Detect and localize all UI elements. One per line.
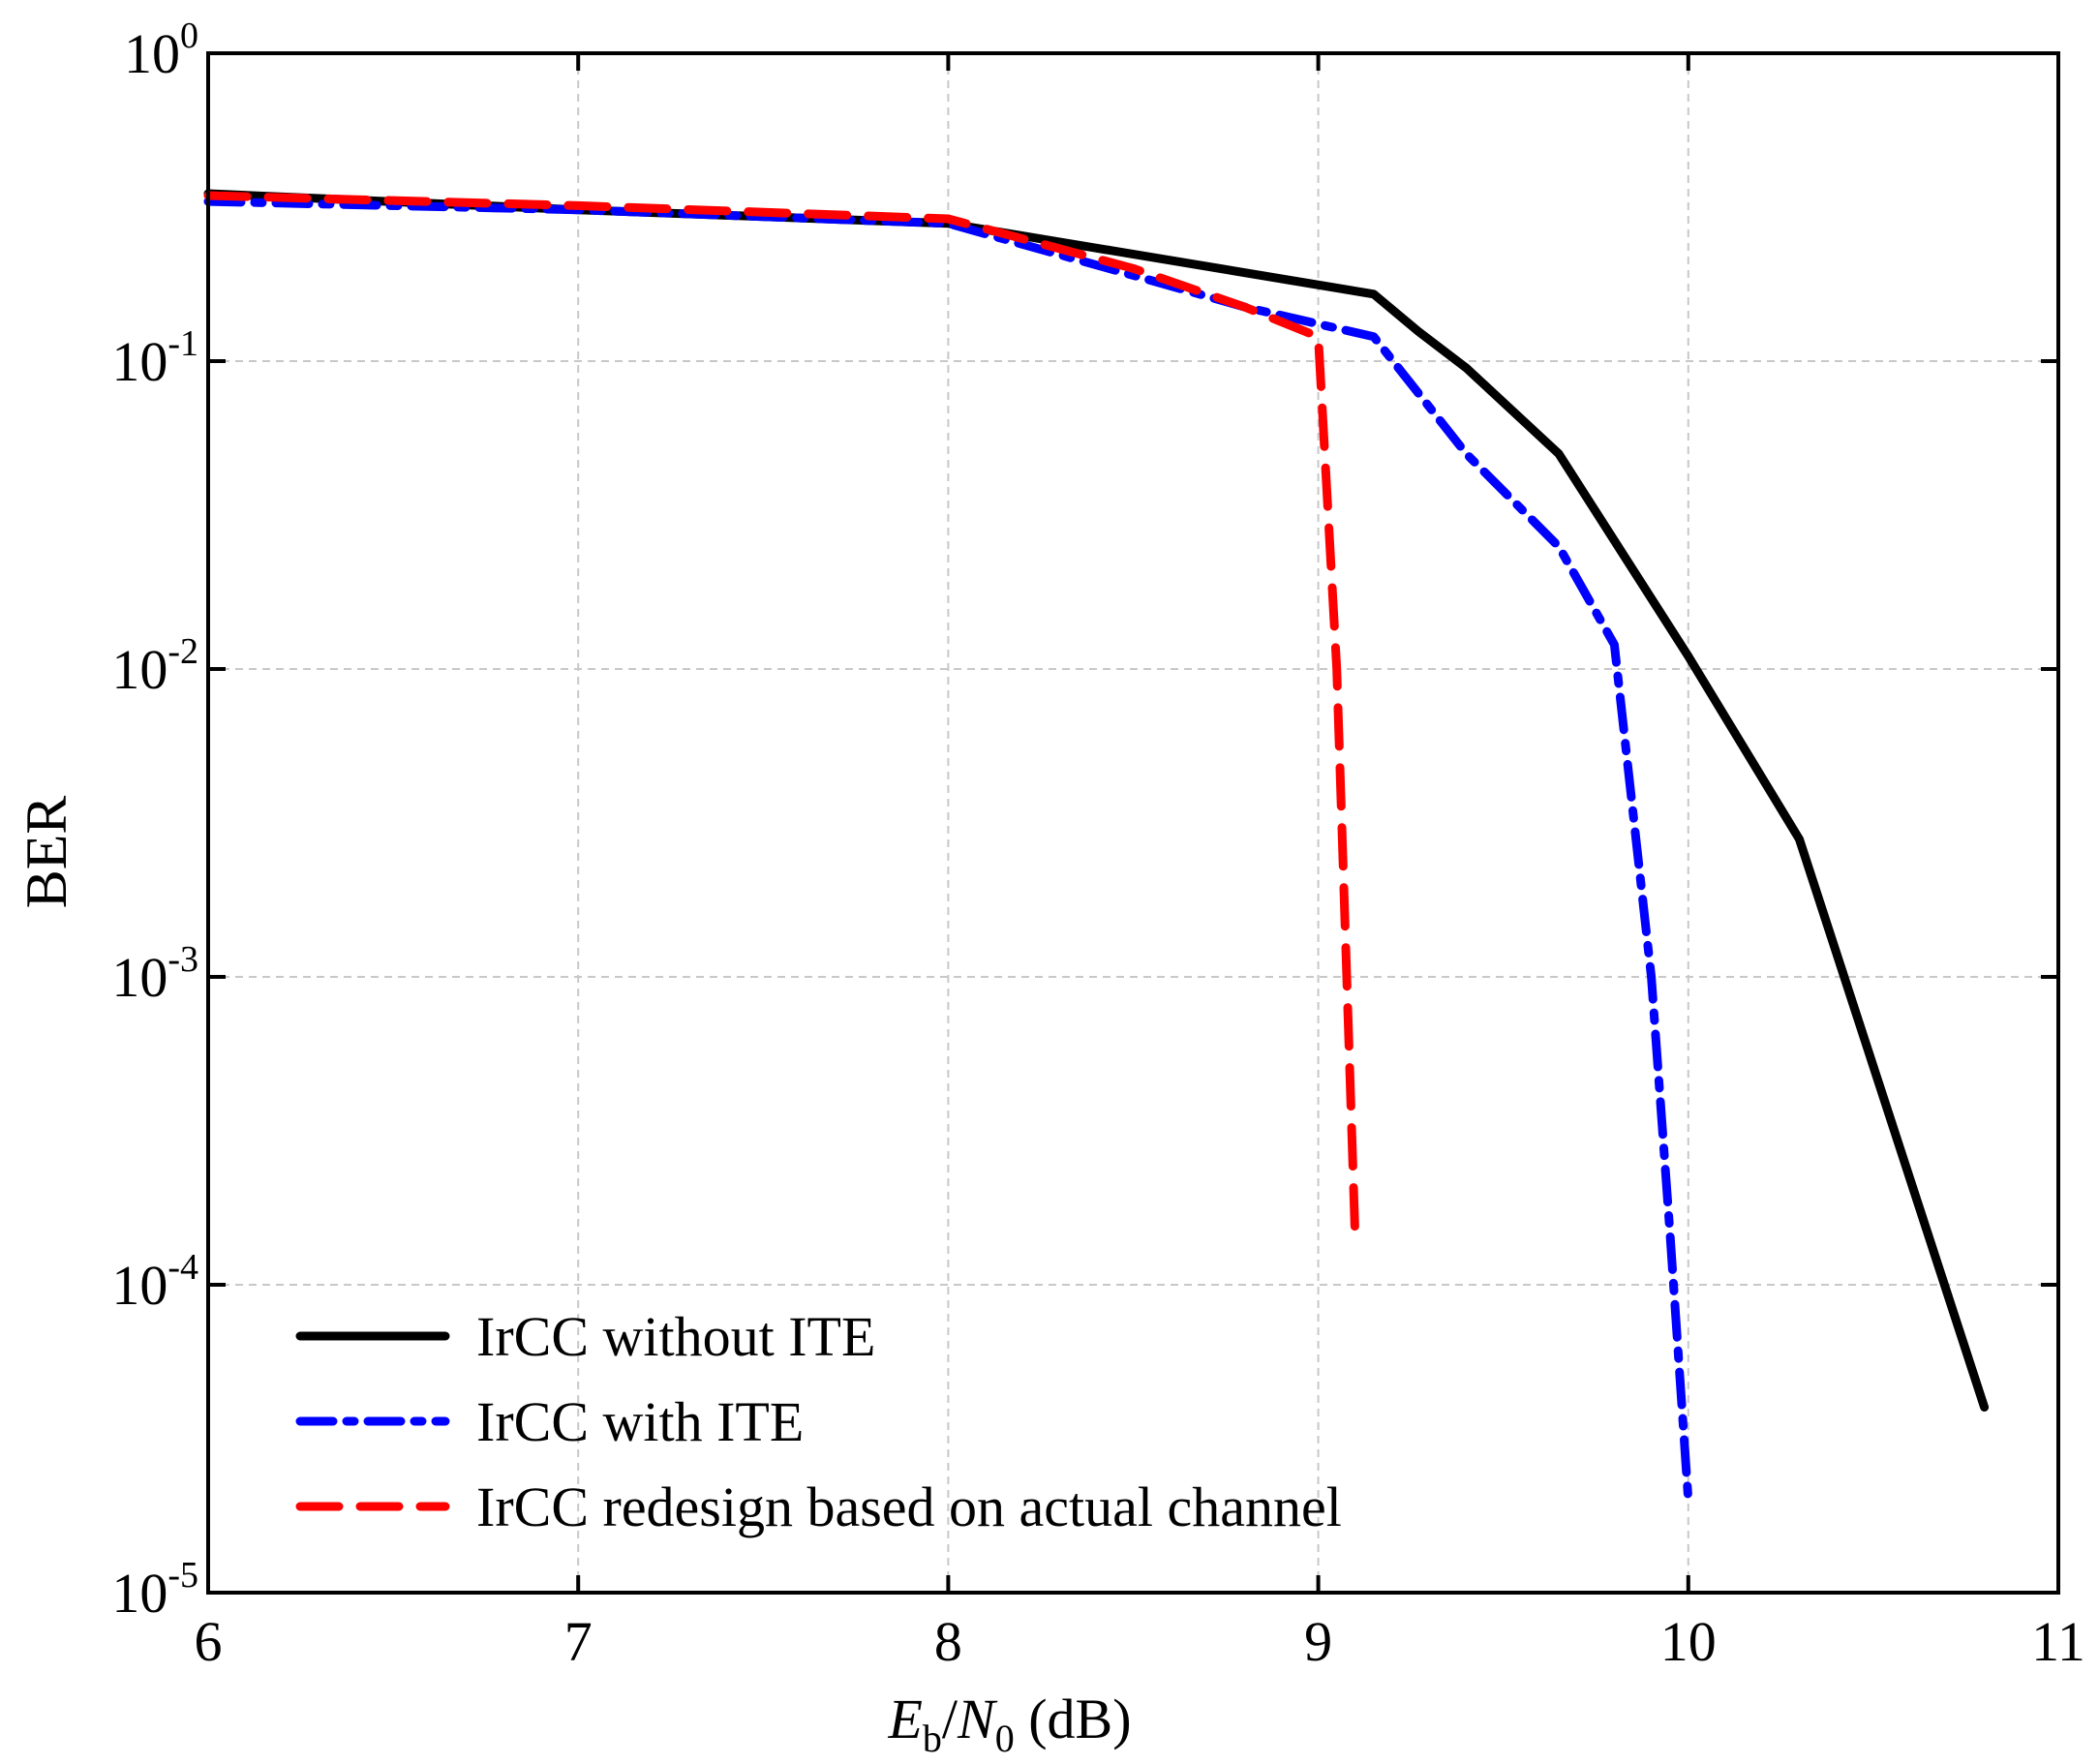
y-tick-label: 10-4 (111, 1247, 198, 1317)
y-tick-labels: 100 10-1 10-2 10-3 10-4 10-5 (111, 15, 198, 1625)
series-lines (203, 189, 1990, 1505)
x-tick-label: 8 (934, 1610, 962, 1673)
y-tick-label: 10-2 (111, 631, 198, 701)
plot-frame (206, 51, 2060, 1595)
series-line-2 (203, 197, 1693, 1505)
x-tick-label: 6 (195, 1610, 223, 1673)
x-tick-labels: 6 7 8 9 10 11 (195, 1610, 2085, 1673)
series-line-3 (203, 191, 1360, 1244)
x-axis-label-sub-b: b (923, 1717, 942, 1760)
x-axis-label: Eb/N0 (dB) (887, 1688, 1131, 1760)
legend-label-1: IrCC without ITE (476, 1305, 875, 1368)
axis-ticks (206, 51, 2060, 1595)
x-axis-label-slash: / (942, 1688, 958, 1750)
x-tick-label: 7 (564, 1610, 593, 1673)
x-tick-label: 9 (1304, 1610, 1332, 1673)
y-tick-label: 10-1 (111, 323, 198, 393)
legend: IrCC without ITE IrCC with ITE IrCC redesi… (295, 1305, 1342, 1538)
y-tick-label: 100 (124, 15, 198, 85)
legend-label-2: IrCC with ITE (476, 1390, 804, 1453)
legend-label-3: IrCC redesign based on actual channel (476, 1475, 1342, 1538)
x-axis-label-unit: (dB) (1015, 1688, 1132, 1750)
y-axis-label: BER (15, 796, 78, 909)
grid-lines (208, 53, 2058, 1593)
x-tick-label: 11 (2031, 1610, 2085, 1673)
x-axis-label-sub-0: 0 (995, 1717, 1015, 1760)
x-tick-label: 10 (1660, 1610, 1717, 1673)
series-line-1 (203, 189, 1990, 1412)
x-axis-label-e: E (887, 1688, 922, 1750)
x-axis-label-n: N (957, 1688, 998, 1750)
y-tick-label: 10-3 (111, 939, 198, 1009)
y-tick-label: 10-5 (111, 1555, 198, 1625)
